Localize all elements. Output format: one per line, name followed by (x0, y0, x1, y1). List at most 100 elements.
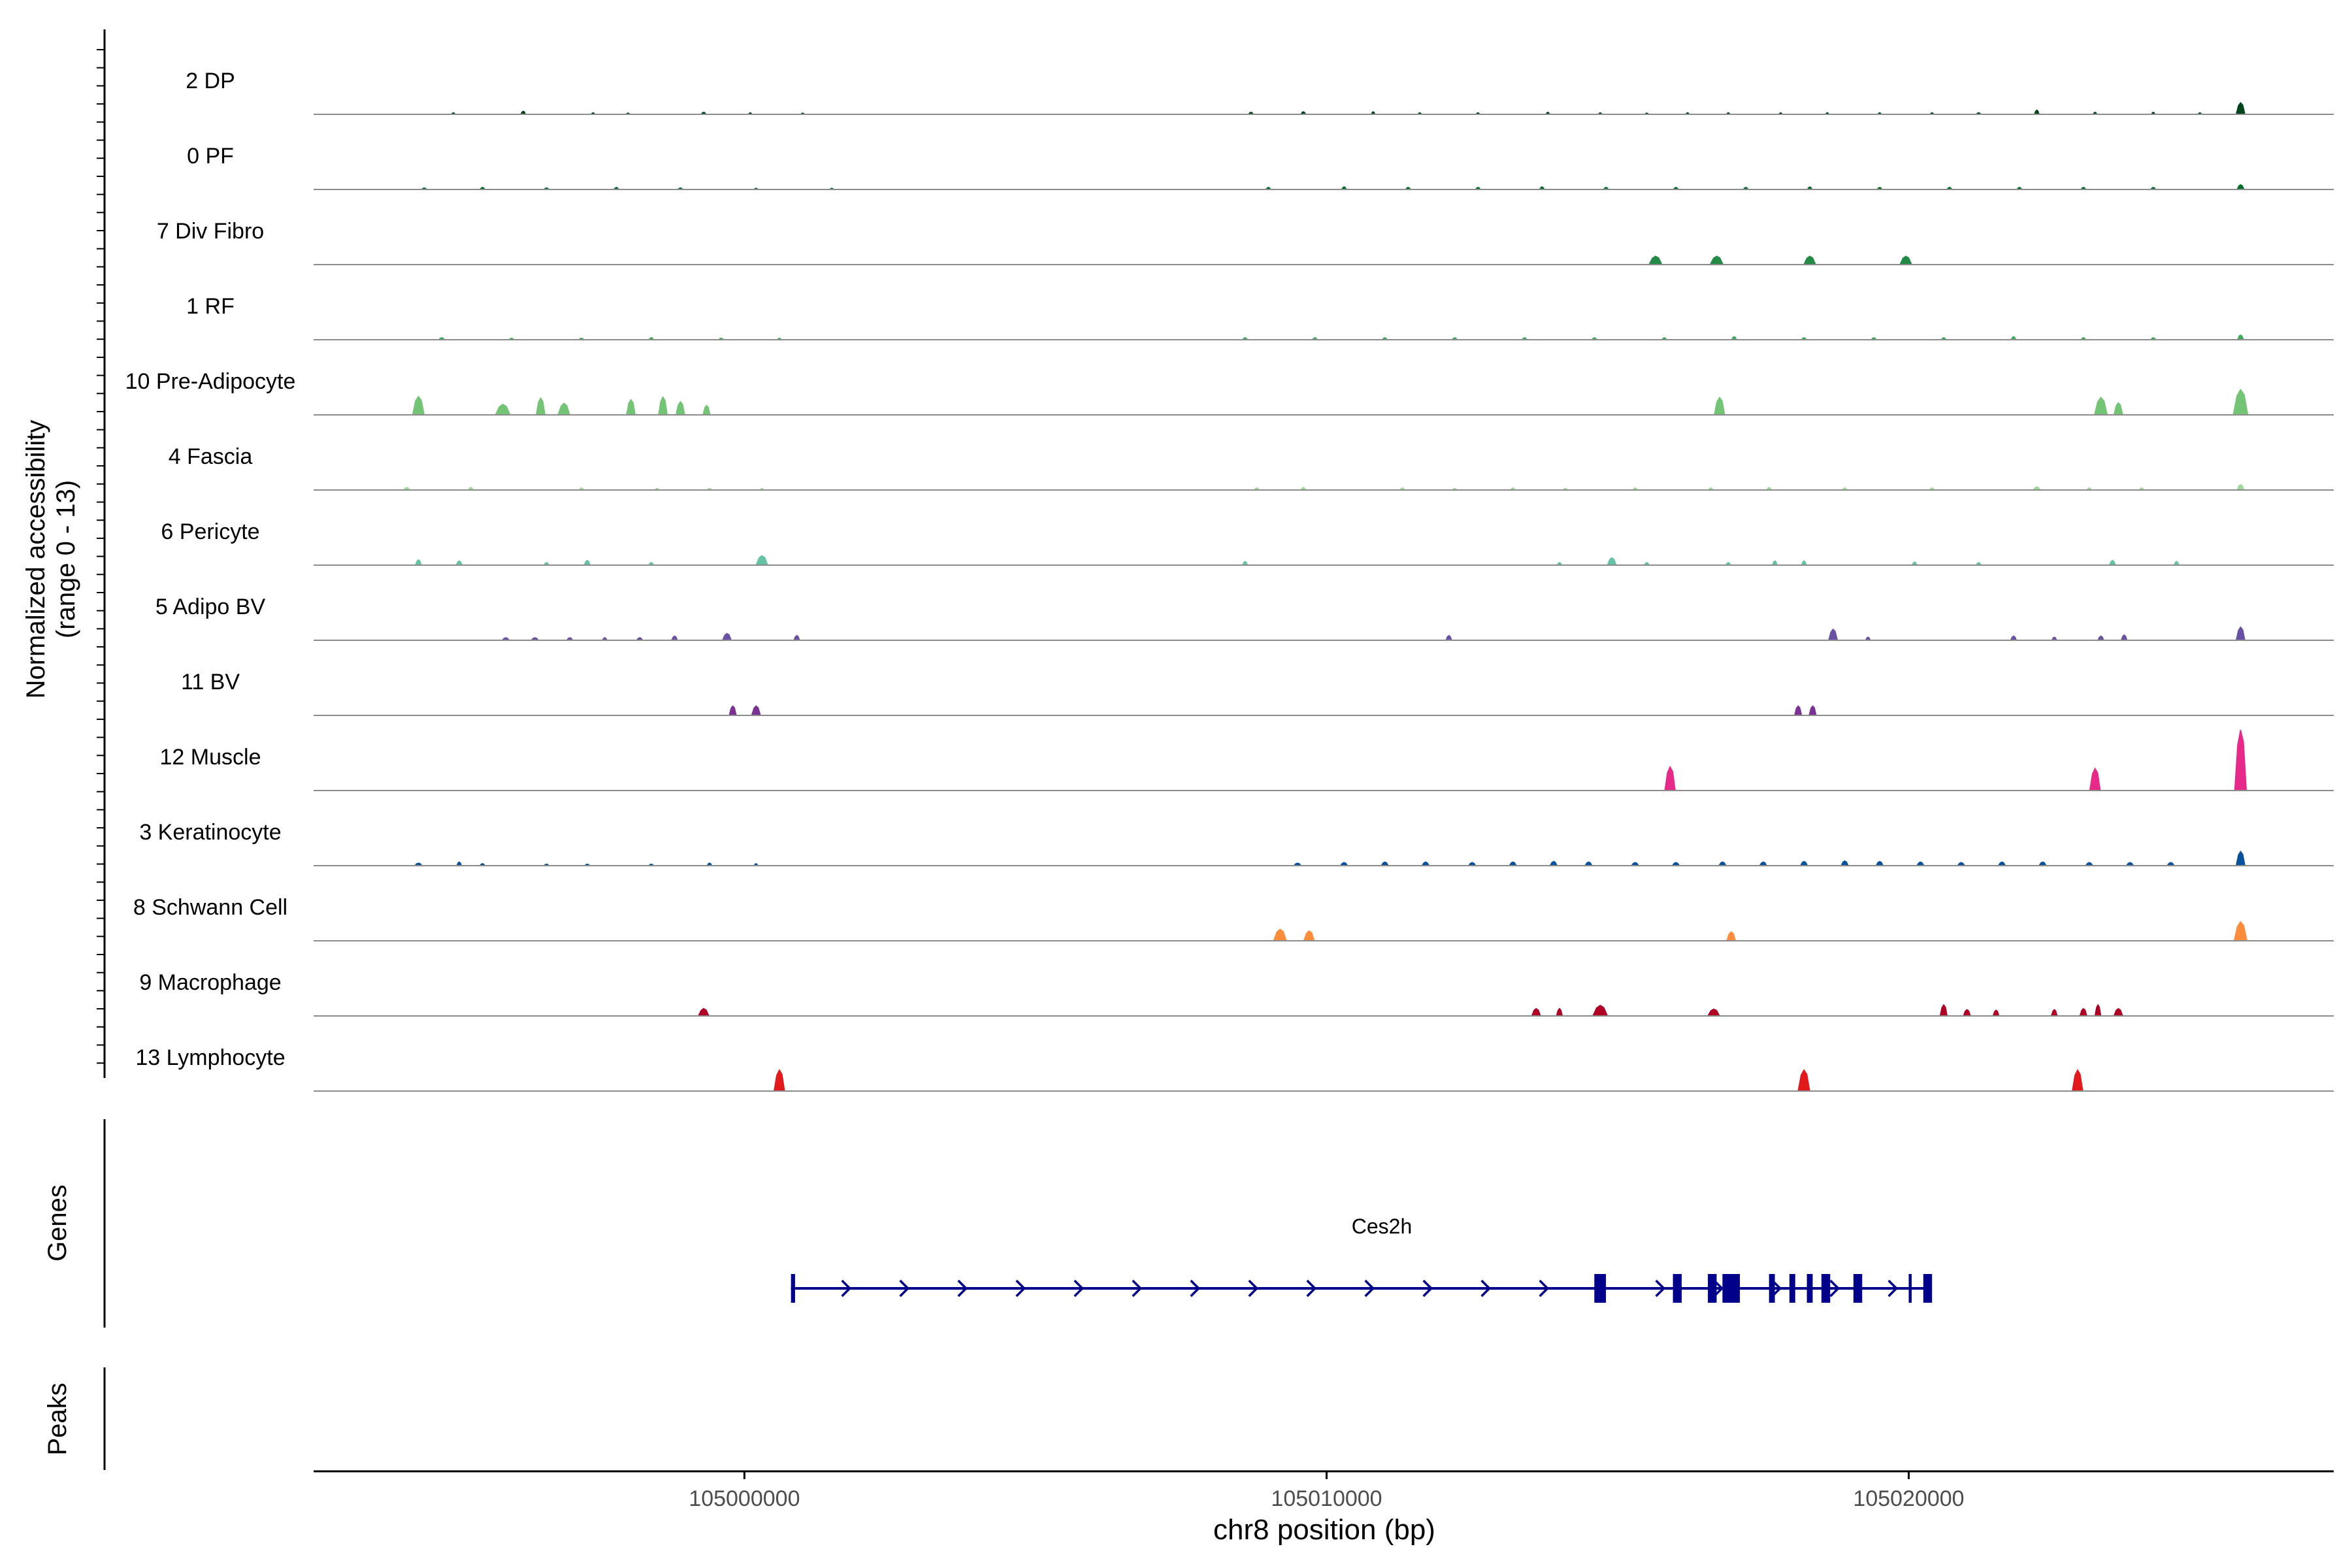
coverage-peak (583, 559, 591, 566)
coverage-peak (2236, 483, 2245, 491)
coverage-peak (1828, 628, 1838, 641)
strand-arrow (1364, 1279, 1375, 1298)
y-axis-label-line-2: (range 0 - 13) (52, 480, 80, 638)
strand-arrow (1132, 1279, 1143, 1298)
track-5: 4 Fascia (169, 444, 2334, 491)
track-label: 2 DP (186, 69, 235, 93)
coverage-peak (2094, 1004, 2102, 1017)
gene-model (791, 1274, 1933, 1303)
strand-arrow (1771, 1279, 1782, 1298)
coverage-peak (2234, 729, 2247, 791)
coverage-peak (2120, 634, 2128, 641)
coverage-peak (675, 400, 686, 416)
track-0: 2 DP (186, 69, 2334, 115)
coverage-peak (2089, 767, 2101, 791)
gene-exon (1821, 1274, 1831, 1303)
strand-arrow (1829, 1279, 1840, 1298)
coverage-peak (1808, 705, 1817, 716)
coverage-peak (721, 632, 732, 641)
track-2: 7 Div Fibro (157, 219, 2334, 265)
track-label: 12 Muscle (160, 745, 261, 770)
track-label: 5 Adipo BV (155, 595, 266, 619)
coverage-peak (751, 705, 761, 716)
track-label: 9 Macrophage (139, 970, 281, 995)
peaks-panel: Peaks (43, 1367, 106, 1470)
coverage-peak (625, 399, 636, 416)
genes-panel: Genes Ces2h (43, 1119, 1933, 1328)
gene-exon (791, 1274, 795, 1303)
strand-arrow (1655, 1279, 1666, 1298)
coverage-peak (1793, 705, 1803, 716)
coverage-peak (495, 403, 511, 416)
coverage-peak (1664, 766, 1676, 791)
coverage-peak (1709, 255, 1724, 265)
gene-exon (1769, 1274, 1775, 1303)
gene-exon (1789, 1274, 1795, 1303)
coverage-peak (535, 397, 546, 416)
track-label: 8 Schwann Cell (133, 895, 287, 920)
strand-arrow (1887, 1279, 1899, 1298)
strand-arrow (1713, 1279, 1724, 1298)
track-8: 11 BV (181, 670, 2334, 716)
x-axis-tick-label: 105000000 (689, 1486, 800, 1511)
track-13: 13 Lymphocyte (135, 1045, 2334, 1092)
coverage-peak (1992, 1009, 2000, 1017)
gene-exon (1806, 1274, 1813, 1303)
x-axis-label: chr8 position (bp) (1213, 1514, 1435, 1546)
gene-name-label: Ces2h (1352, 1215, 1413, 1238)
gene-exon (1722, 1274, 1740, 1303)
coverage-tracks: 2 DP 0 PF 7 Div Fibro 1 RF 10 Pre-Adipocyte 4… (125, 69, 2334, 1092)
coverage-peak (2050, 1009, 2058, 1017)
gene-exon (1923, 1274, 1933, 1303)
coverage-peak (2236, 184, 2245, 190)
y-axis-ticks (97, 49, 105, 1064)
coverage-peak (658, 395, 668, 416)
coverage-peak (2235, 102, 2246, 115)
gene-exon (1853, 1274, 1863, 1303)
gene-exon (1594, 1274, 1607, 1303)
coverage-peak (2235, 626, 2246, 641)
strand-arrow (841, 1279, 852, 1298)
coverage-peak (1592, 1004, 1609, 1017)
coverage-peak (2236, 334, 2244, 340)
coverage-peak (755, 555, 769, 566)
coverage-peak (1797, 1069, 1810, 1092)
track-label: 13 Lymphocyte (135, 1045, 285, 1070)
strand-arrow (1248, 1279, 1259, 1298)
coverage-peak (1531, 1007, 1541, 1017)
track-label: 1 RF (186, 294, 235, 319)
track-7: 5 Adipo BV (155, 595, 2334, 641)
strand-arrow (1480, 1279, 1492, 1298)
coverage-peak (2108, 559, 2117, 566)
x-axis-tick-label: 105010000 (1271, 1486, 1382, 1511)
coverage-peak (2233, 921, 2248, 941)
track-label: 6 Pericyte (161, 519, 259, 544)
coverage-peak (2113, 1007, 2124, 1017)
coverage-peak (2235, 850, 2246, 866)
track-9: 12 Muscle (160, 729, 2334, 791)
coverage-peak (414, 559, 422, 566)
coverage-peak (1840, 860, 1850, 866)
coverage-peak (1963, 1009, 1972, 1017)
genes-panel-label: Genes (43, 1184, 72, 1262)
x-axis-ticks: 105000000 105010000 105020000 (689, 1471, 1965, 1511)
y-axis-label-line-1: Normalized accessibility (22, 420, 50, 699)
x-axis-tick-label: 105020000 (1853, 1486, 1964, 1511)
coverage-peak (2079, 1007, 2088, 1017)
strand-arrow (957, 1279, 968, 1298)
coverage-peak (1556, 1007, 1563, 1017)
coverage-peak (728, 705, 737, 716)
coverage-peak (1939, 1004, 1948, 1017)
coverage-peak (557, 402, 571, 416)
strand-arrow (1015, 1279, 1026, 1298)
strand-arrow (899, 1279, 910, 1298)
track-6: 6 Pericyte (161, 519, 2334, 566)
coverage-peak (1445, 634, 1453, 641)
coverage-peak (1899, 255, 1913, 265)
track-label: 10 Pre-Adipocyte (125, 369, 296, 394)
track-4: 10 Pre-Adipocyte (125, 369, 2334, 416)
gene-exon (1708, 1274, 1717, 1303)
strand-arrow (1306, 1279, 1317, 1298)
coverage-peak (1713, 396, 1725, 416)
